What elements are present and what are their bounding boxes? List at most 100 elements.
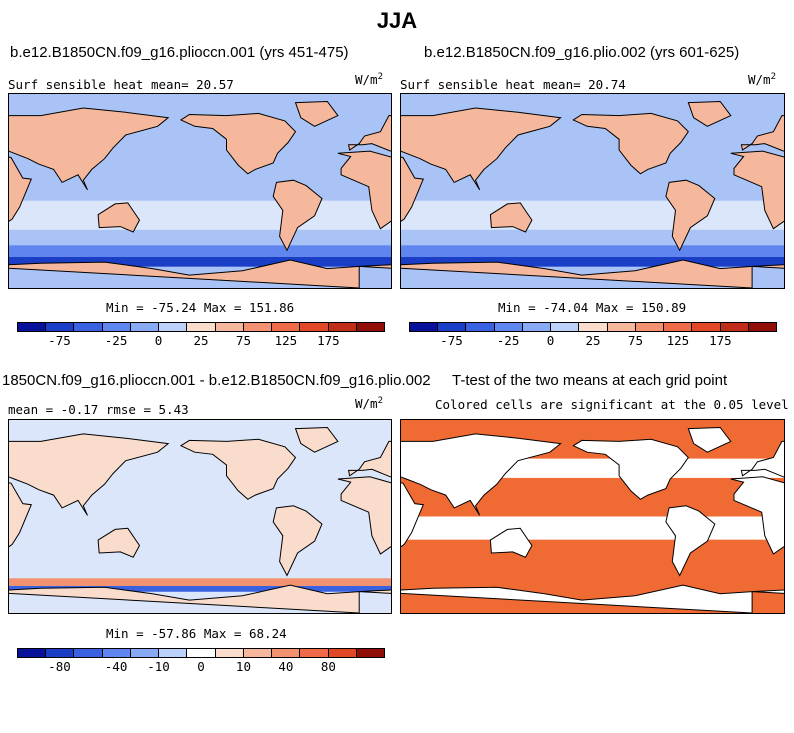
map-bottom-left (8, 419, 392, 614)
colorbar-tick-label: 40 (278, 659, 294, 674)
continent-outline (665, 179, 716, 252)
colorbar-tick-label: 25 (193, 333, 209, 348)
colorbar-tick-label: 125 (274, 333, 298, 348)
colorbar-swatch (494, 323, 523, 331)
colorbar-swatch (300, 649, 329, 657)
colorbar-swatch (102, 323, 131, 331)
panel-title-top-right: b.e12.B1850CN.f09_g16.plio.002 (yrs 601-… (424, 44, 740, 61)
continent-outline (97, 527, 141, 558)
field-band (9, 200, 391, 230)
field-band (9, 245, 391, 257)
continent-outline (9, 107, 170, 191)
continent-outline (9, 584, 360, 613)
colorbar-bottom-left (17, 648, 385, 658)
colorbar-swatch (551, 323, 580, 331)
colorbar-tick-label: 80 (320, 659, 336, 674)
colorbar-swatch (46, 323, 75, 331)
continent-outline (401, 584, 753, 613)
colorbar-swatch (748, 323, 777, 331)
colorbar-swatch (328, 649, 357, 657)
panel-subtitle-bottom-left: mean = -0.17 rmse = 5.43 (8, 402, 189, 417)
colorbar-swatch (130, 649, 160, 657)
field-band (401, 516, 784, 540)
continent-outline (740, 115, 784, 152)
continent-outline (401, 259, 753, 288)
colorbar-tick-label: 25 (585, 333, 601, 348)
colorbar-swatch (356, 649, 385, 657)
colorbar-swatch (215, 649, 244, 657)
colorbar-tick-label: 0 (546, 333, 555, 348)
map-canvas (401, 420, 784, 613)
colorbar-swatch (522, 323, 552, 331)
colorbar-tick-label: -10 (147, 659, 170, 674)
continent-outline (687, 426, 732, 453)
units-top-right: W/m2 (748, 72, 776, 88)
panel-subtitle-top-right: Surf sensible heat mean= 20.74 (400, 77, 626, 92)
continent-outline (294, 426, 339, 453)
continent-outline (401, 482, 425, 548)
colorbar-tick-label: -25 (104, 333, 128, 348)
continent-outline (179, 112, 297, 175)
colorbar-tick-label: 10 (235, 659, 251, 674)
colorbar-swatch (130, 323, 160, 331)
colorbar-swatch (635, 323, 665, 331)
continent-outline (752, 589, 784, 594)
continent-outline (740, 440, 784, 478)
colorbar-top-left (17, 322, 385, 332)
continent-outline (294, 100, 339, 127)
colorbar-swatch (720, 323, 749, 331)
minmax-top-right: Min = -74.04 Max = 150.89 (498, 300, 687, 315)
colorbar-swatch (18, 323, 47, 331)
continent-outline (9, 259, 360, 288)
continent-outline (687, 100, 732, 127)
panel-title-bottom-left: 1850CN.f09_g16.plioccn.001 - b.e12.B1850… (2, 372, 431, 389)
units-top-left: W/m2 (355, 72, 383, 88)
units-bottom-left: W/m2 (355, 396, 383, 412)
continent-outline (347, 440, 391, 478)
figure-title: JJA (376, 8, 418, 33)
map-canvas (9, 420, 391, 613)
colorbar-tick-label: 125 (666, 333, 690, 348)
panel-title-top-left: b.e12.B1850CN.f09_g16.plioccn.001 (yrs 4… (10, 44, 349, 61)
colorbar-swatch (438, 323, 467, 331)
colorbar-swatch (187, 323, 216, 331)
colorbar-swatch (410, 323, 439, 331)
colorbar-swatch (579, 323, 608, 331)
continent-outline (572, 112, 689, 175)
colorbar-swatch (102, 649, 131, 657)
map-canvas (9, 94, 391, 288)
continent-outline (9, 156, 33, 222)
field-band (401, 256, 784, 267)
field-band (9, 585, 391, 592)
colorbar-swatch (692, 323, 721, 331)
colorbar-swatch (187, 649, 216, 657)
colorbar-swatch (300, 323, 329, 331)
panel-title-bottom-right: T-test of the two means at each grid poi… (452, 372, 728, 389)
colorbar-tick-label: -40 (104, 659, 128, 674)
continent-outline (97, 202, 141, 233)
colorbar-swatch (159, 649, 188, 657)
colorbar-tick-label: 0 (197, 659, 205, 674)
continent-outline (347, 115, 391, 152)
continent-outline (401, 107, 562, 191)
map-canvas (401, 94, 784, 288)
map-bottom-right (400, 419, 785, 614)
field-band (401, 200, 784, 230)
continent-outline (359, 264, 391, 269)
field-band (9, 256, 391, 267)
colorbar-tick-label: 75 (235, 333, 251, 348)
colorbar-tick-label: -80 (48, 659, 71, 674)
continent-outline (401, 433, 562, 516)
continent-outline (337, 150, 391, 230)
continent-outline (401, 156, 425, 222)
continent-outline (730, 150, 784, 230)
continent-outline (272, 179, 323, 252)
colorbar-top-right (409, 322, 777, 332)
colorbar-tick-label: -25 (496, 333, 520, 348)
minmax-bottom-left: Min = -57.86 Max = 68.24 (106, 626, 287, 641)
continent-outline (489, 202, 533, 233)
continent-outline (9, 482, 33, 548)
colorbar-swatch (74, 323, 103, 331)
continent-outline (359, 589, 391, 594)
colorbar-swatch (607, 323, 636, 331)
